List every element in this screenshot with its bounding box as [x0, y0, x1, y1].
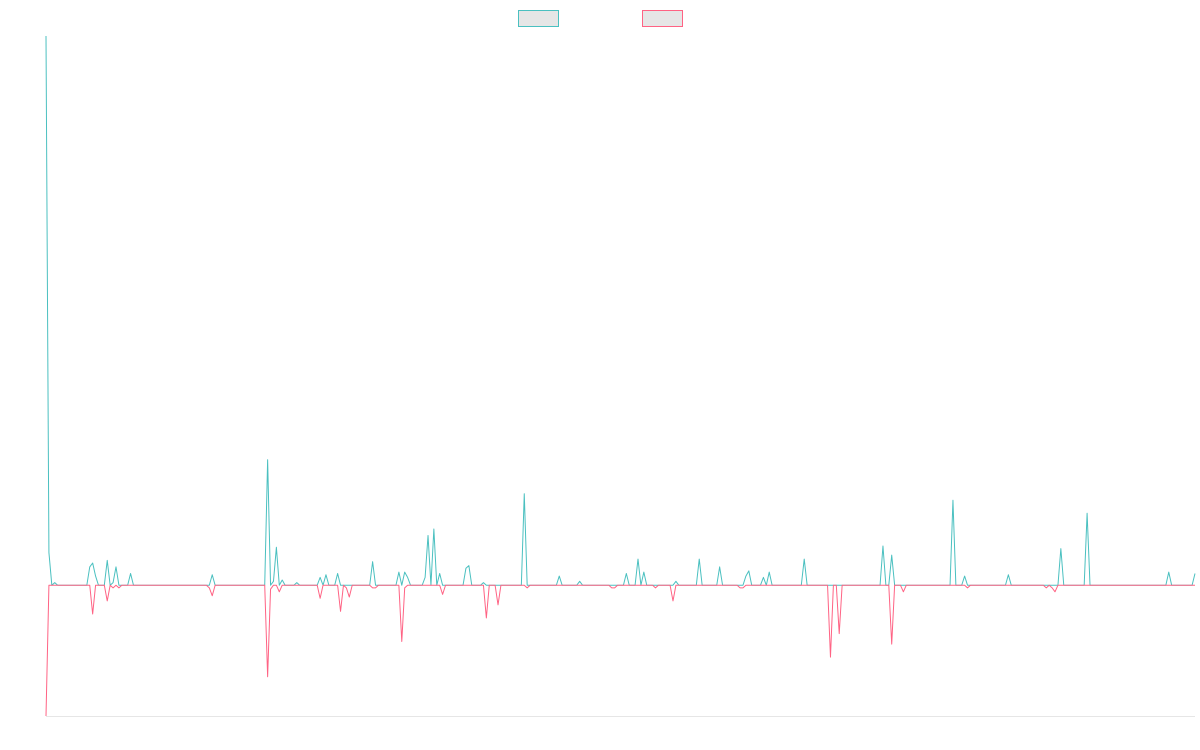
legend-swatch-1[interactable]	[518, 10, 559, 27]
legend-swatch-2[interactable]	[642, 10, 683, 27]
series-line-2	[45, 584, 1195, 717]
series-line-1	[45, 35, 1196, 586]
series-layer	[45, 35, 1196, 717]
legend	[518, 10, 683, 27]
